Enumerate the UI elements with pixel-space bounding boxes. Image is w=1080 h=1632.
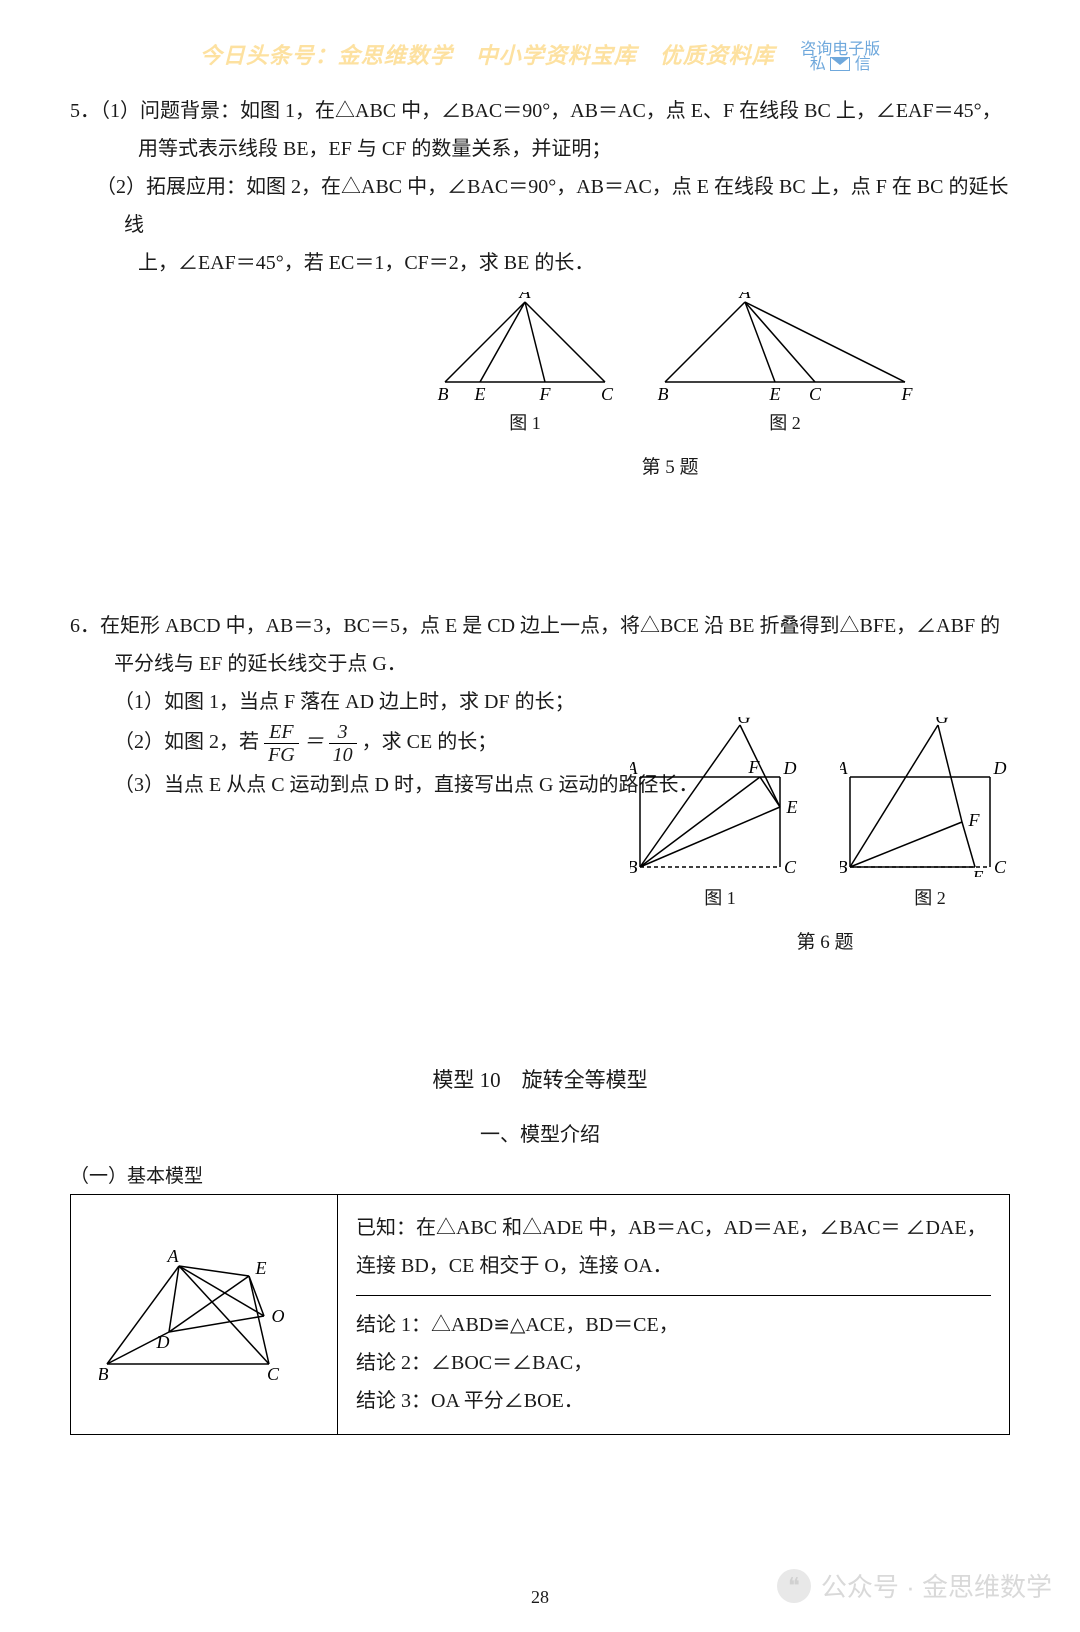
model-c1: 结论 1：△ABD≌△ACE，BD＝CE，	[356, 1306, 991, 1344]
q5-figures: ABEFC 图 1 ABECF 图 2 第 5 题	[330, 292, 1010, 486]
q5-title: 第 5 题	[330, 450, 1010, 486]
model-text-cell: 已知：在△ABC 和△ADE 中，AB＝AC，AD＝AE，∠BAC＝ ∠DAE，…	[338, 1194, 1010, 1434]
svg-text:G: G	[738, 717, 751, 727]
svg-text:D: D	[156, 1332, 170, 1352]
model-section-title: 模型 10 旋转全等模型	[70, 1064, 1010, 1094]
q5-line2b: 上，∠EAF＝45°，若 EC＝1，CF＝2，求 BE 的长．	[70, 244, 1010, 282]
svg-text:B: B	[840, 857, 848, 877]
fraction-ef-fg: EFFG	[264, 721, 299, 766]
svg-text:B: B	[630, 857, 638, 877]
q6-fig1: ADBCFEG 图 1	[630, 717, 810, 915]
q5-line1b: 用等式表示线段 BE，EF 与 CF 的数量关系，并证明；	[70, 130, 1010, 168]
model-given1: 已知：在△ABC 和△ADE 中，AB＝AC，AD＝AE，∠BAC＝ ∠DAE，	[356, 1209, 991, 1247]
svg-text:B: B	[658, 384, 669, 402]
svg-text:E: E	[769, 384, 781, 402]
q6-p1: （1）如图 1，当点 F 落在 AD 边上时，求 DF 的长；	[70, 683, 1010, 721]
svg-text:F: F	[539, 384, 552, 402]
svg-text:F: F	[901, 384, 914, 402]
model-sub-head: （一）基本模型	[70, 1161, 1010, 1188]
q5-fig2: ABECF 图 2	[655, 292, 915, 440]
svg-text:A: A	[519, 292, 532, 302]
svg-text:A: A	[840, 758, 849, 778]
q5-number: 5．	[70, 100, 100, 122]
watermark-text: 今日头条号：金思维数学 中小学资料宝库 优质资料库	[200, 43, 775, 68]
q6-intro2: 平分线与 EF 的延长线交于点 G．	[70, 645, 1010, 683]
model-divider	[356, 1295, 991, 1296]
svg-text:C: C	[267, 1364, 280, 1384]
svg-text:E: E	[474, 384, 486, 402]
svg-text:A: A	[739, 292, 752, 302]
svg-text:B: B	[99, 1364, 109, 1384]
svg-text:G: G	[936, 717, 949, 727]
q6-intro: 在矩形 ABCD 中，AB＝3，BC＝5，点 E 是 CD 边上一点，将△BCE…	[100, 615, 1000, 637]
svg-text:E: E	[786, 797, 798, 817]
svg-text:A: A	[630, 758, 639, 778]
model-figure-cell: A B C D E O	[71, 1194, 338, 1434]
svg-text:F: F	[748, 757, 761, 777]
q5-line1: （1）问题背景：如图 1，在△ABC 中，∠BAC＝90°，AB＝AC，点 E、…	[100, 100, 1002, 122]
problem-6: 6．在矩形 ABCD 中，AB＝3，BC＝5，点 E 是 CD 边上一点，将△B…	[70, 607, 1010, 804]
svg-text:O: O	[272, 1306, 285, 1326]
header-watermark: 今日头条号：金思维数学 中小学资料宝库 优质资料库 咨询电子版 私 信	[70, 30, 1010, 72]
svg-text:D: D	[993, 758, 1007, 778]
svg-text:E: E	[972, 867, 984, 877]
q5-line2: （2）拓展应用：如图 2，在△ABC 中，∠BAC＝90°，AB＝AC，点 E …	[80, 168, 1010, 244]
footer-watermark: ❝ 公众号 · 金思维数学	[777, 1567, 1052, 1604]
q6-title: 第 6 题	[630, 925, 1020, 961]
svg-text:E: E	[255, 1258, 267, 1278]
q6-number: 6．	[70, 615, 100, 637]
watermark-hint: 咨询电子版 私 信	[800, 43, 880, 72]
q5-fig1: ABEFC 图 1	[425, 292, 625, 440]
svg-text:C: C	[784, 857, 797, 877]
q6-figures: ADBCFEG 图 1 ADBCEFG 图 2 第 6 题	[630, 717, 1020, 961]
model-table: A B C D E O 已知：在△ABC 和△ADE 中，AB＝AC，AD＝AE，∠BAC…	[70, 1194, 1010, 1435]
svg-text:D: D	[783, 758, 797, 778]
model-given2: 连接 BD，CE 相交于 O，连接 OA．	[356, 1247, 991, 1285]
model-c2: 结论 2：∠BOC＝∠BAC，	[356, 1344, 991, 1382]
svg-text:C: C	[994, 857, 1007, 877]
fraction-3-10: 310	[329, 721, 357, 766]
wechat-icon: ❝	[777, 1569, 811, 1603]
svg-text:B: B	[438, 384, 449, 402]
envelope-icon	[830, 57, 850, 71]
q6-fig2: ADBCEFG 图 2	[840, 717, 1020, 915]
problem-5: 5．（1）问题背景：如图 1，在△ABC 中，∠BAC＝90°，AB＝AC，点 …	[70, 92, 1010, 486]
svg-text:C: C	[601, 384, 614, 402]
model-c3: 结论 3：OA 平分∠BOE．	[356, 1382, 991, 1420]
model-sub-title: 一、模型介绍	[70, 1118, 1010, 1147]
svg-text:F: F	[968, 810, 981, 830]
svg-text:C: C	[809, 384, 822, 402]
svg-text:A: A	[167, 1246, 180, 1266]
